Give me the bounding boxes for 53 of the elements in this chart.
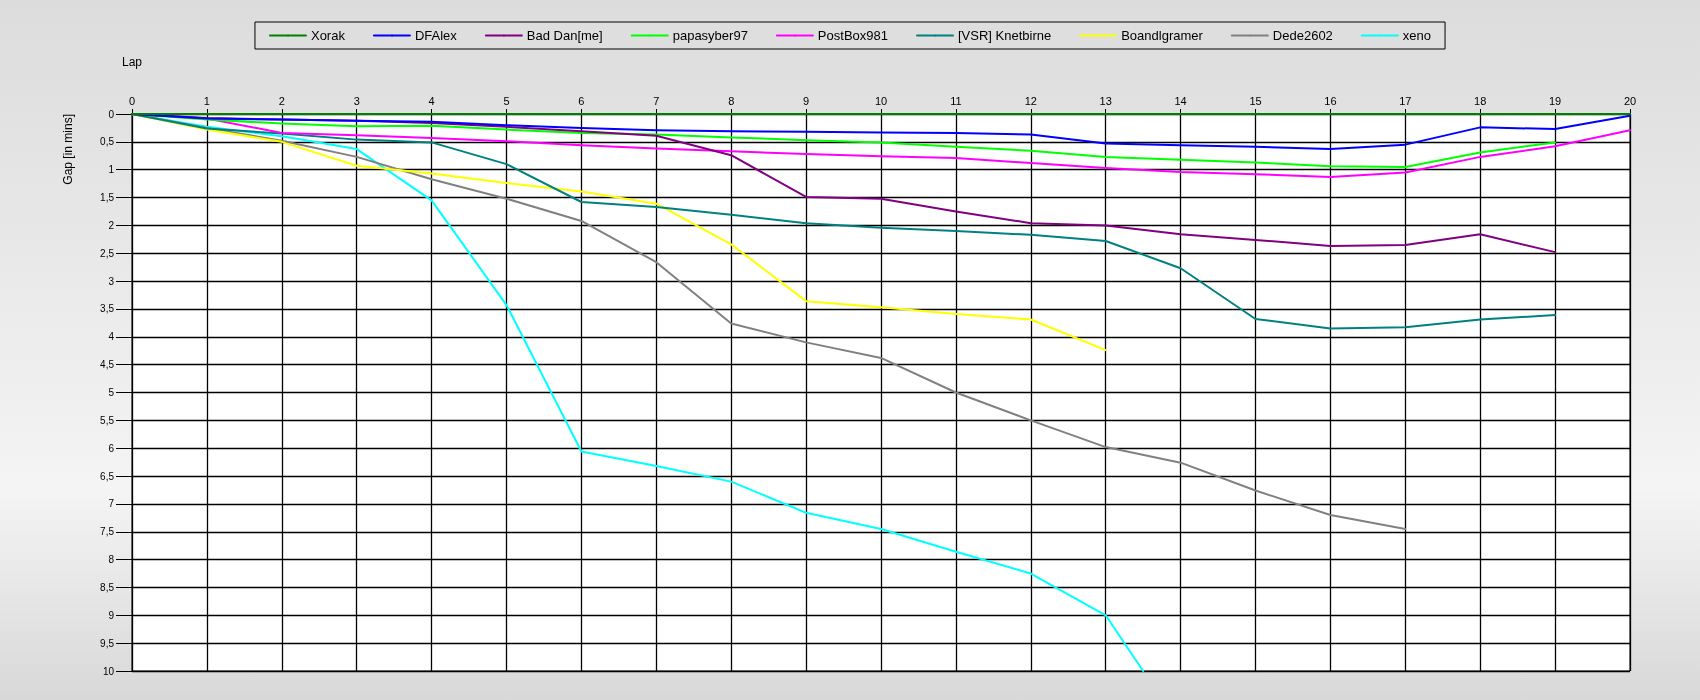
- x-tick-label: 10: [874, 94, 888, 107]
- x-axis-title: Lap: [122, 55, 143, 69]
- y-tick-label: 8: [108, 554, 115, 566]
- x-tick-label: 12: [1024, 94, 1037, 107]
- x-tick-label: 1: [203, 94, 210, 107]
- x-tick-label: 18: [1474, 94, 1487, 107]
- legend-label: PostBox981: [817, 28, 888, 43]
- x-tick-label: 2: [278, 94, 285, 107]
- x-tick-label: 4: [428, 94, 435, 107]
- legend-label: Dede2602: [1272, 28, 1333, 43]
- y-tick-label: 10: [102, 665, 115, 677]
- y-tick-label: 6,5: [100, 470, 115, 482]
- legend-label: [VSR] Knetbirne: [957, 28, 1052, 43]
- x-tick-label: 5: [503, 94, 510, 107]
- x-tick-label: 9: [803, 94, 810, 107]
- y-tick-label: 7: [108, 498, 115, 510]
- y-tick-label: 1,5: [100, 192, 115, 204]
- x-tick-label: 17: [1399, 94, 1412, 107]
- x-tick-label: 16: [1324, 94, 1337, 107]
- x-tick-label: 8: [728, 94, 735, 107]
- y-tick-label: 1: [108, 164, 115, 176]
- x-tick-label: 0: [128, 94, 136, 107]
- y-tick-label: 8,5: [100, 581, 115, 593]
- y-tick-label: 0,5: [100, 136, 115, 148]
- y-tick-label: 3: [108, 275, 115, 287]
- legend-label: papasyber97: [672, 28, 748, 43]
- y-tick-label: 7,5: [100, 526, 115, 538]
- x-tick-label: 13: [1099, 94, 1112, 107]
- y-tick-label: 0: [108, 108, 115, 120]
- x-tick-label: 11: [950, 94, 962, 107]
- x-tick-label: 15: [1249, 94, 1262, 107]
- y-tick-label: 2: [108, 219, 115, 231]
- y-tick-label: 9: [108, 609, 115, 621]
- x-tick-label: 3: [353, 94, 360, 107]
- legend-label: Boandlgramer: [1121, 28, 1204, 43]
- y-tick-label: 6: [108, 442, 115, 454]
- x-tick-label: 7: [653, 94, 660, 107]
- y-tick-label: 9,5: [100, 637, 115, 649]
- y-tick-label: 5: [108, 387, 115, 398]
- x-tick-label: 19: [1548, 94, 1562, 107]
- legend-label: xeno: [1402, 28, 1432, 43]
- y-tick-label: 5,5: [100, 414, 115, 426]
- legend-label: Bad Dan[me]: [526, 28, 603, 43]
- x-tick-label: 20: [1623, 94, 1637, 107]
- y-tick-label: 2,5: [100, 247, 115, 259]
- y-tick-label: 4,5: [100, 359, 115, 371]
- x-tick-label: 6: [578, 94, 585, 107]
- legend-label: DFAlex: [414, 28, 458, 43]
- y-axis-title: Gap [in mins]: [61, 114, 75, 185]
- x-tick-label: 14: [1174, 94, 1187, 107]
- legend-label: Xorak: [310, 28, 346, 43]
- y-tick-label: 3,5: [100, 303, 115, 315]
- y-tick-label: 4: [108, 331, 115, 343]
